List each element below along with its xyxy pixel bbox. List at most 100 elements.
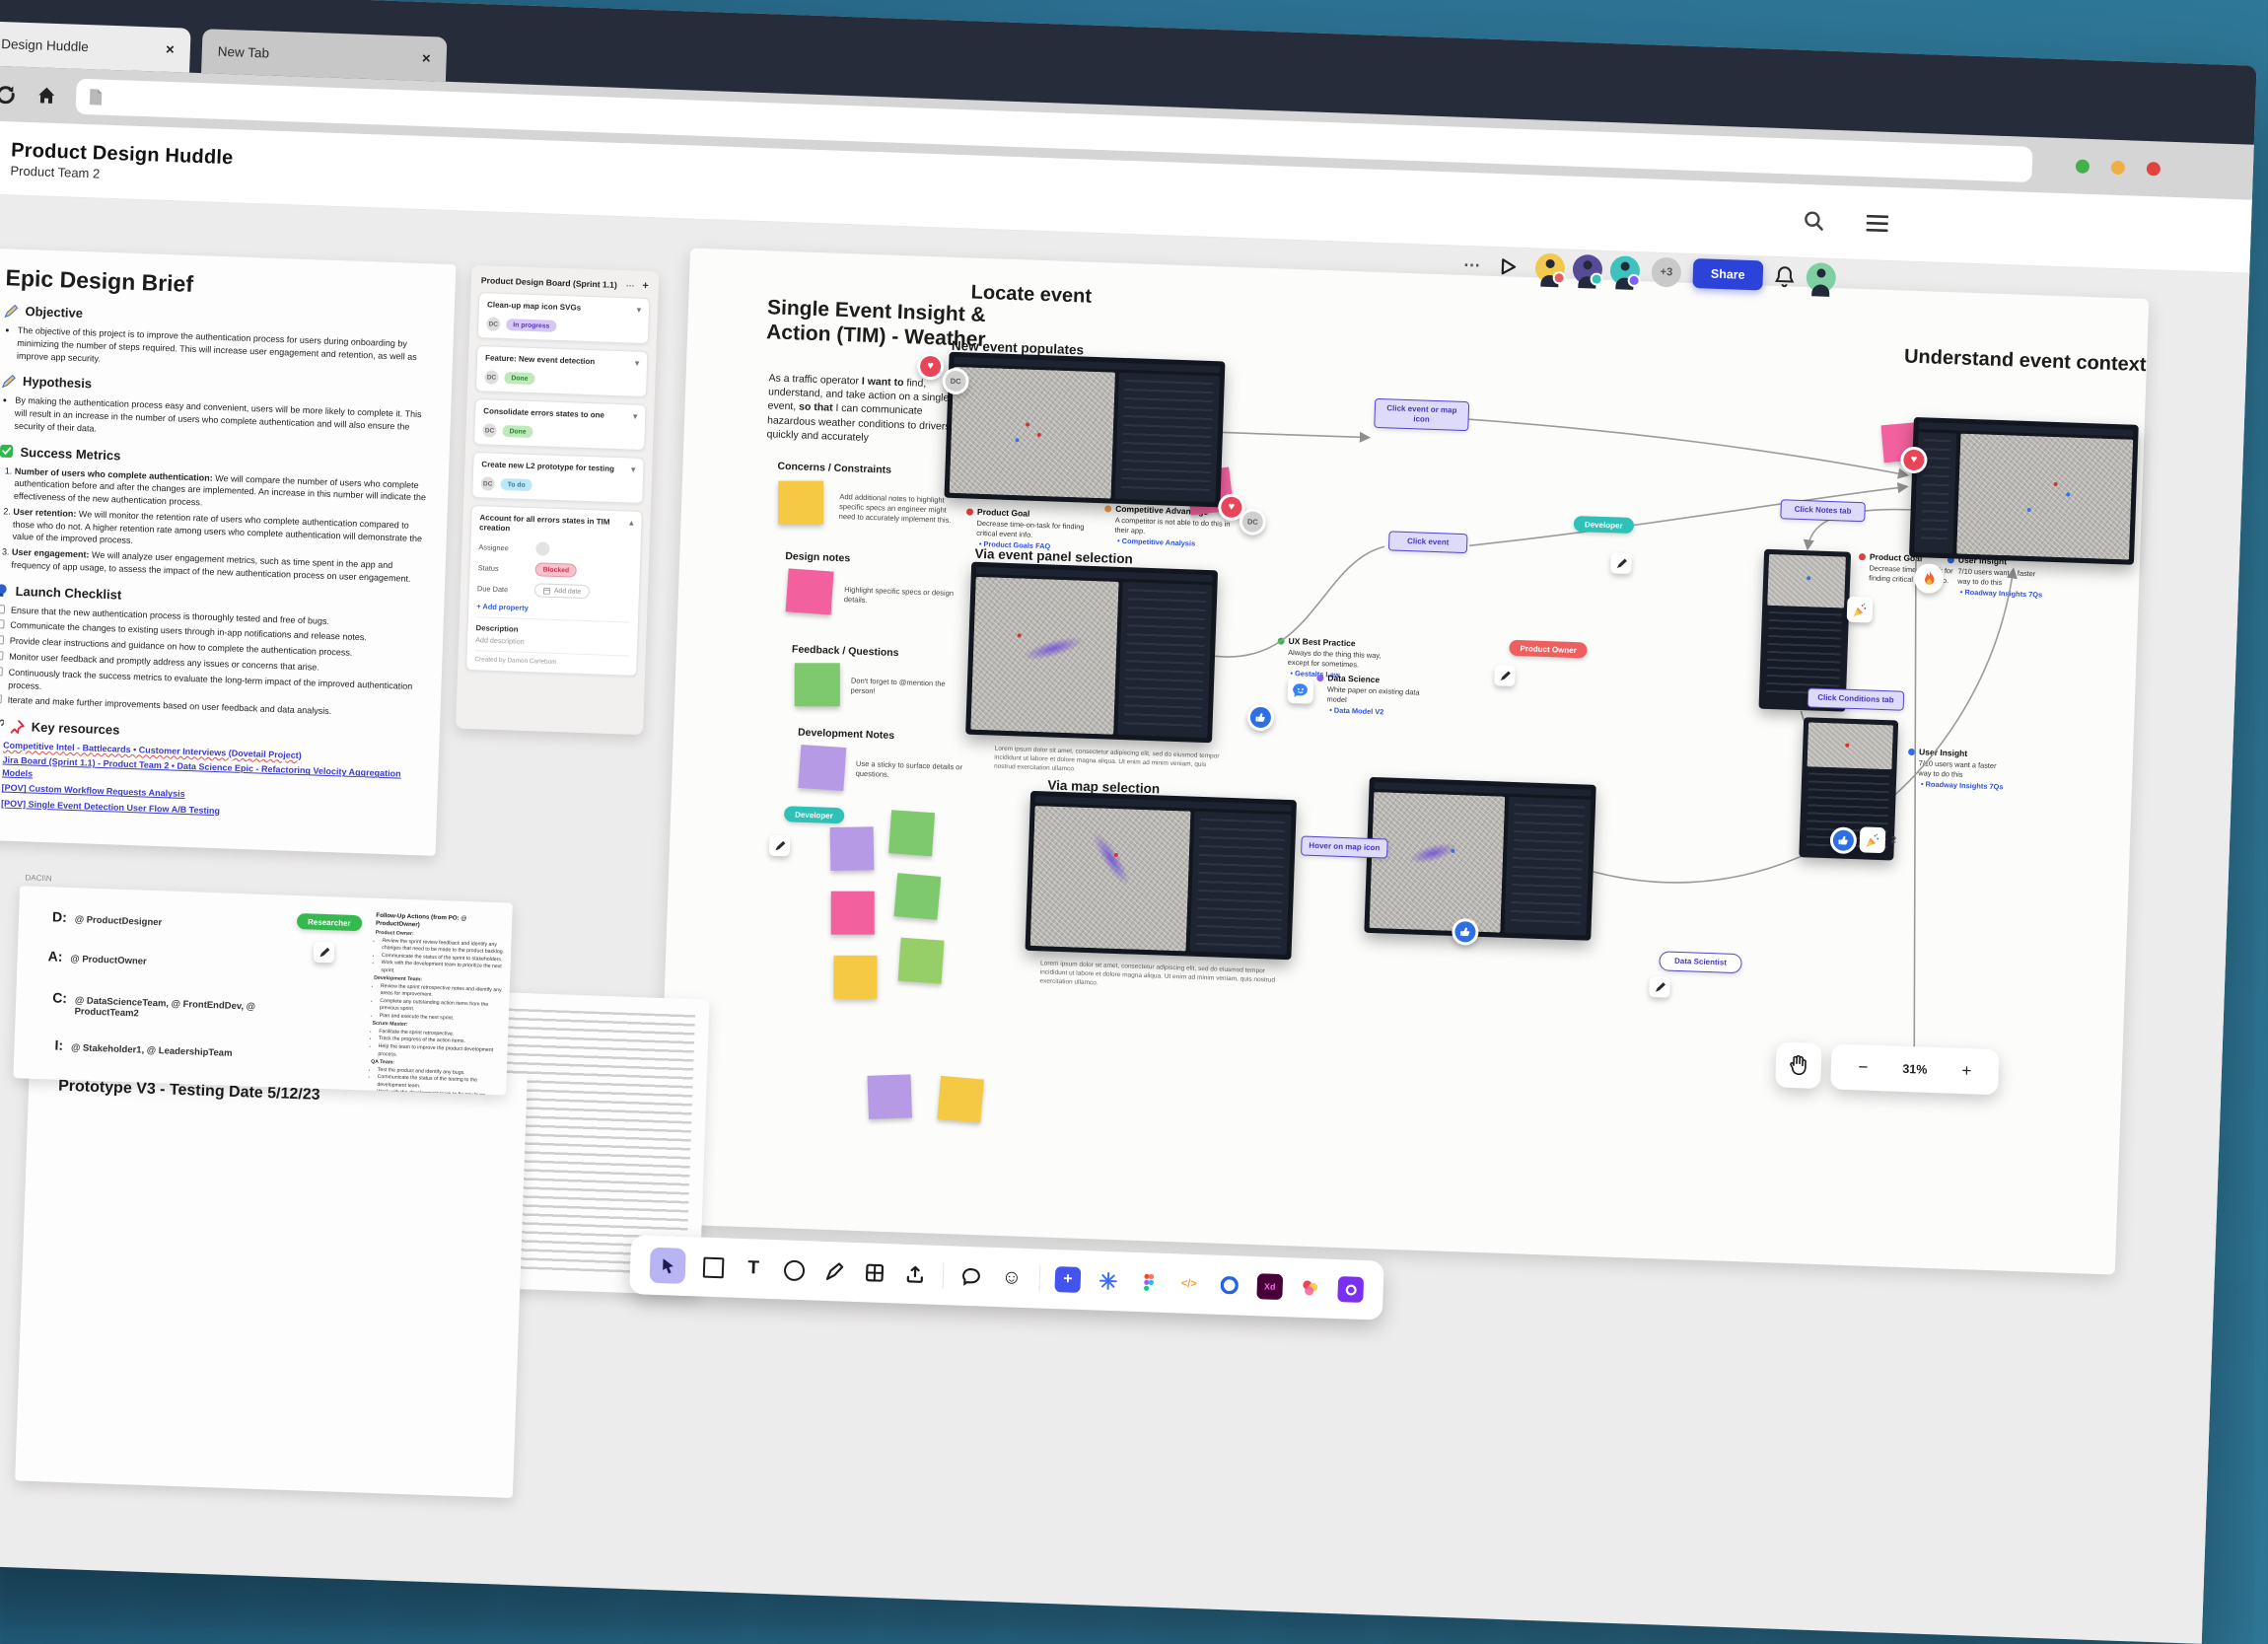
tab-close-icon[interactable]: × (165, 40, 176, 59)
board-add-icon[interactable]: + (642, 279, 649, 293)
address-bar[interactable] (75, 78, 2033, 182)
tab-product-design-huddle[interactable]: Product Design Huddle × (0, 19, 191, 73)
action-chip[interactable]: Hover on map icon (1301, 835, 1388, 859)
board-item-expanded[interactable]: Account for all errors states in TIM cre… (465, 504, 643, 677)
researcher-badge[interactable]: Researcher (296, 913, 362, 932)
chat-smiley-sticker[interactable] (1287, 677, 1314, 704)
avatar[interactable] (1609, 255, 1641, 290)
confetti-sticker[interactable] (1859, 826, 1886, 854)
app-screenshot[interactable] (1025, 790, 1297, 961)
rectangle-tool-icon[interactable] (700, 1254, 727, 1281)
current-user-avatar[interactable] (1806, 262, 1837, 297)
reload-icon[interactable] (0, 82, 18, 107)
pencil-sticker[interactable] (1494, 665, 1516, 686)
daci-value: @ DataScienceTeam, @ FrontEndDev, @ Prod… (74, 995, 256, 1020)
home-icon[interactable] (35, 83, 59, 107)
add-property-link[interactable]: + Add property (476, 602, 529, 613)
status-badge[interactable]: Blocked (534, 562, 578, 578)
action-chip[interactable]: Click event or map icon (1374, 397, 1470, 432)
daci-card[interactable]: D: @ ProductDesigner A: @ ProductOwner C: @… (13, 886, 513, 1096)
zoom-level[interactable]: 31% (1902, 1061, 1928, 1077)
ellipse-tool-icon[interactable] (781, 1256, 808, 1283)
board-item[interactable]: Feature: New event detection ▾ DC Done (474, 345, 649, 398)
chevron-down-icon[interactable]: ▾ (631, 465, 636, 474)
share-button[interactable]: Share (1692, 258, 1764, 291)
zoom-out-button[interactable]: − (1858, 1057, 1869, 1077)
chevron-down-icon[interactable]: ▾ (634, 358, 640, 368)
checkbox[interactable] (0, 651, 4, 661)
thumbs-up-reaction[interactable] (1246, 703, 1275, 732)
board-item[interactable]: Consolidate errors states to one ▾ DC Done (473, 397, 647, 452)
assignee-empty[interactable] (535, 541, 550, 556)
flow-frame[interactable]: Single Event Insight & Action (TIM) - We… (656, 248, 2150, 1275)
app-screenshot[interactable] (965, 561, 1219, 744)
adobe-xd-app-icon[interactable]: Xd (1256, 1273, 1284, 1301)
epic-design-brief-card[interactable]: Epic Design Brief Objective The objectiv… (0, 248, 457, 856)
app-screenshot[interactable] (1908, 416, 2139, 565)
plus-app-icon[interactable]: + (1054, 1266, 1082, 1293)
party-popper-sticker[interactable] (1846, 596, 1874, 623)
close-light[interactable] (2146, 162, 2162, 177)
select-tool-icon[interactable] (649, 1247, 686, 1284)
sprint-board-card[interactable]: Product Design Board (Sprint 1.1) ⋯ + Cl… (456, 264, 660, 736)
data-scientist-chip[interactable]: Data Scientist (1659, 951, 1742, 974)
pencil-sticker[interactable] (313, 941, 335, 964)
avatar-overflow[interactable]: +3 (1651, 256, 1682, 288)
board-item[interactable]: Clean-up map icon SVGs ▾ DC In progress (476, 292, 651, 345)
asterisk-app-icon[interactable] (1095, 1267, 1121, 1294)
checkbox[interactable] (0, 666, 3, 677)
table-tool-icon[interactable] (862, 1259, 888, 1286)
code-app-icon[interactable]: </> (1180, 1277, 1197, 1291)
minimize-light[interactable] (2075, 159, 2091, 174)
add-date-button[interactable]: Add date (533, 583, 591, 600)
tab-close-icon[interactable]: × (421, 49, 431, 68)
text-tool-icon[interactable]: T (746, 1257, 760, 1279)
marker-tool-icon[interactable] (821, 1258, 848, 1285)
action-chip[interactable]: Click Conditions tab (1807, 687, 1905, 711)
action-chip[interactable]: Click event (1387, 531, 1468, 554)
thumbs-up-reaction[interactable] (1451, 917, 1479, 946)
chevron-down-icon[interactable]: ▾ (632, 411, 638, 421)
more-icon[interactable]: ⋯ (1462, 254, 1481, 275)
upload-tool-icon[interactable] (902, 1261, 929, 1288)
avatar[interactable] (1534, 252, 1566, 288)
search-icon[interactable] (1803, 210, 1825, 233)
action-chip[interactable]: Click Notes tab (1780, 499, 1866, 523)
shapes-app-icon[interactable] (1297, 1275, 1323, 1302)
figma-app-icon[interactable] (1135, 1269, 1162, 1296)
chevron-down-icon[interactable]: ▾ (636, 305, 642, 315)
present-icon[interactable] (1498, 256, 1519, 277)
avatar[interactable] (1572, 253, 1603, 289)
loom-app-icon[interactable] (1216, 1272, 1242, 1299)
menu-icon[interactable] (1866, 214, 1889, 233)
tab-new-tab[interactable]: New Tab × (201, 29, 448, 82)
checkbox[interactable] (0, 694, 2, 704)
app-screenshot[interactable] (1364, 776, 1596, 941)
checkbox[interactable] (0, 619, 5, 629)
comment-tool-icon[interactable] (958, 1263, 985, 1290)
zoom-in-button[interactable]: + (1961, 1061, 1972, 1081)
product-owner-badge[interactable]: Product Owner (1509, 639, 1589, 659)
pencil-sticker[interactable] (1610, 552, 1632, 575)
app-screenshot[interactable] (944, 351, 1226, 508)
checkbox[interactable] (0, 635, 5, 645)
developer-badge[interactable]: Developer (1573, 515, 1634, 535)
board-item[interactable]: Create new L2 prototype for testing ▾ DC T… (471, 451, 645, 504)
notifications-icon[interactable] (1774, 265, 1795, 288)
whiteboard-canvas[interactable]: ⋯ +3 Share Epic Design Brief Objective T… (0, 192, 2250, 1644)
maximize-light[interactable] (2110, 160, 2126, 176)
checkbox[interactable] (0, 604, 6, 614)
hand-tool-button[interactable] (1775, 1041, 1822, 1090)
board-more-icon[interactable]: ⋯ (625, 279, 635, 291)
pencil-sticker[interactable] (1649, 975, 1670, 998)
widget-app-icon[interactable] (1337, 1276, 1365, 1303)
description-placeholder[interactable]: Add description (475, 635, 525, 646)
chevron-up-icon[interactable]: ▴ (629, 518, 634, 528)
developer-badge[interactable]: Developer (783, 806, 845, 824)
prototype-testing-card[interactable]: Prototype V3 - Testing Date 5/12/23 (15, 1056, 528, 1498)
pencil-sticker[interactable] (768, 834, 791, 857)
fire-sticker[interactable] (1913, 563, 1945, 595)
app-screenshot-panel[interactable] (1758, 548, 1852, 712)
thumbs-up-reaction[interactable] (1829, 826, 1858, 855)
sticker-tool-icon[interactable]: ☺ (1001, 1265, 1023, 1289)
